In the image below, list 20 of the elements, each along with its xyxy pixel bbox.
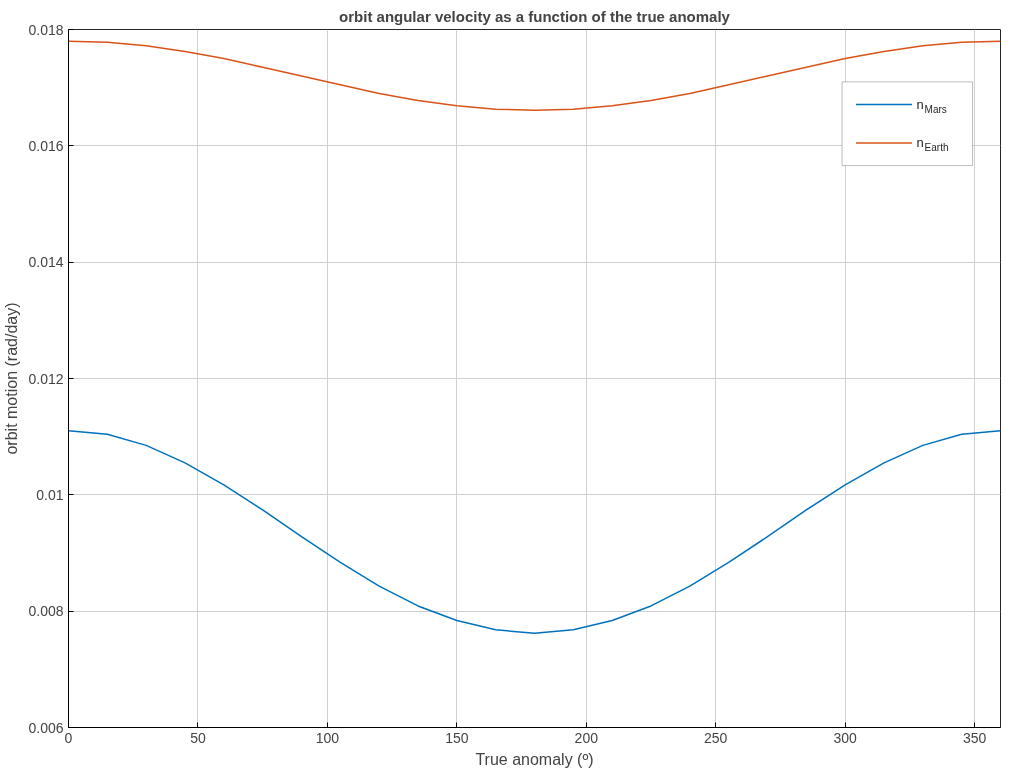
x-tick-label: 300 [833,729,858,746]
y-tick-label: 0.018 [28,21,64,38]
y-tick-label: 0.008 [28,603,64,620]
y-tick-label: 0.012 [28,370,64,387]
x-tick-label: 200 [574,729,599,746]
y-axis-title: orbit motion (rad/day) [3,302,21,455]
y-tick-label: 0.01 [36,486,64,503]
x-axis-title: True anomaly (º) [475,750,594,768]
x-tick-label: 50 [190,729,206,746]
line-series [68,430,1001,635]
x-tick-label: 250 [704,729,728,746]
y-tick-label: 0.014 [28,254,64,271]
x-tick-label: 0 [64,729,73,746]
y-tick-label: 0.006 [28,719,64,736]
x-tick-label: 350 [962,729,987,746]
x-tick-label: 100 [315,729,340,746]
chart-title: orbit angular velocity as a function of the true anomaly [339,7,731,25]
x-tick-label: 150 [445,729,469,746]
y-tick-label: 0.016 [28,137,64,154]
line-series [68,40,1001,112]
